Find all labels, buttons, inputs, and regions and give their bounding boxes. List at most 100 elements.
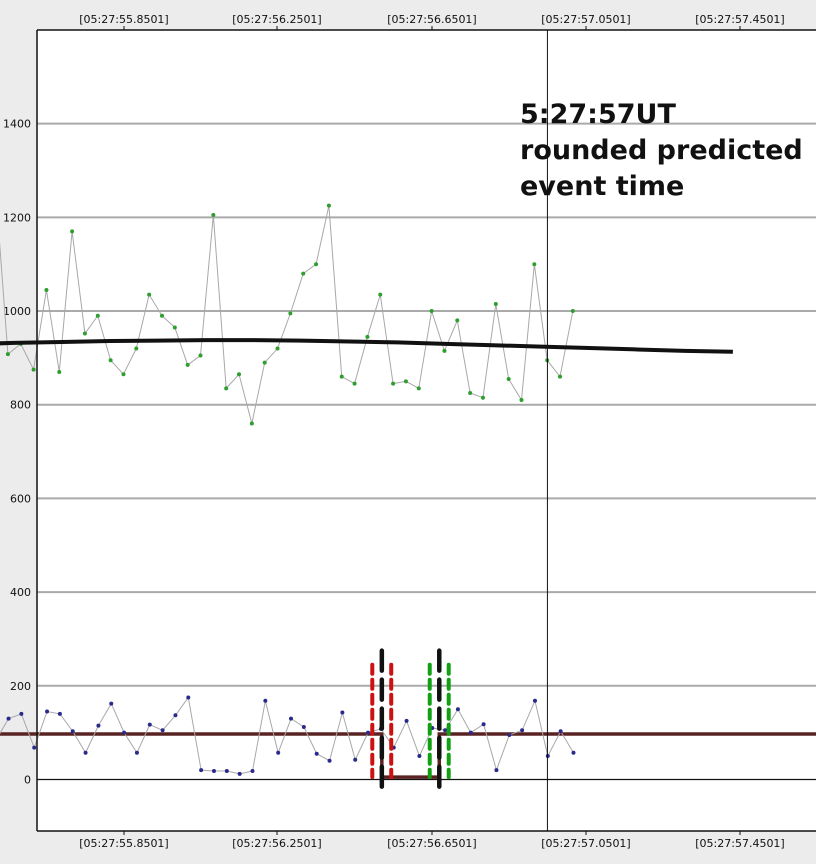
x-tick-label-top: [05:27:57.0501] [541, 13, 630, 26]
comparison-point [5, 352, 10, 357]
comparison-point [480, 395, 485, 400]
target-point [558, 729, 563, 734]
x-tick-label-top: [05:27:55.8501] [79, 13, 168, 26]
y-tick-label: 1200 [3, 211, 31, 224]
comparison-point [506, 376, 511, 381]
y-tick-label: 1400 [3, 118, 31, 131]
comparison-point [249, 421, 254, 426]
target-point [160, 728, 165, 733]
comparison-point [172, 325, 177, 330]
annotation-line: rounded predicted [520, 135, 803, 166]
target-point [83, 750, 88, 755]
target-point [122, 730, 127, 735]
comparison-point [159, 313, 164, 318]
comparison-point [198, 353, 203, 358]
comparison-point [262, 360, 267, 365]
x-tick-label-top: [05:27:57.4501] [695, 13, 784, 26]
plot-area [37, 30, 816, 831]
comparison-point [147, 292, 152, 297]
target-point [57, 711, 62, 716]
target-point [263, 698, 268, 703]
comparison-point [442, 348, 447, 353]
series-layer [0, 203, 816, 779]
target-point [404, 718, 409, 723]
annotation-line: event time [520, 171, 684, 202]
comparison-point [82, 331, 87, 336]
comparison-point [468, 391, 473, 396]
target-point [327, 758, 332, 763]
comparison-point [108, 358, 113, 363]
target-point [340, 710, 345, 715]
comparison-point [378, 292, 383, 297]
y-tick-label: 400 [10, 586, 31, 599]
comparison-point [121, 372, 126, 377]
y-tick-label: 200 [10, 680, 31, 693]
target-point [289, 716, 294, 721]
comparison-point [339, 374, 344, 379]
y-tick-label: 1000 [3, 305, 31, 318]
target-point [366, 730, 371, 735]
target-point [186, 695, 191, 700]
comparison-point [570, 309, 575, 314]
target-point [507, 732, 512, 737]
target-point [353, 757, 358, 762]
comparison-point [326, 203, 331, 208]
y-tick-labels: 0 200 400 600 800 1000 1200 1400 [3, 118, 31, 787]
comparison-point [493, 302, 498, 307]
comparison-point [429, 309, 434, 314]
comparison-point [365, 334, 370, 339]
comparison-point [391, 381, 396, 386]
comparison-point [70, 229, 75, 234]
target-point [532, 698, 537, 703]
comparison-point [314, 262, 319, 267]
annotation-line: 5:27:57UT [520, 99, 676, 130]
target-point [199, 768, 204, 773]
target-point [417, 754, 422, 759]
target-point [314, 751, 319, 756]
y-tick-label: 600 [10, 492, 31, 505]
target-point [147, 722, 152, 727]
y-tick-label: 0 [24, 773, 31, 786]
comparison-point [224, 386, 229, 391]
target-point [520, 728, 525, 733]
comparison-point [211, 213, 216, 218]
annotation: 5:27:57UT rounded predicted event time [520, 99, 803, 202]
target-point [109, 701, 114, 706]
target-point [276, 750, 281, 755]
y-tick-label: 800 [10, 399, 31, 412]
comparison-point [455, 318, 460, 323]
target-point [6, 716, 11, 721]
comparison-point [403, 379, 408, 384]
comparison-point [532, 262, 537, 267]
comparison-point [57, 369, 62, 374]
target-point [481, 722, 486, 727]
event-markers [370, 648, 451, 794]
comparison-point [352, 381, 357, 386]
x-tick-label-bottom: [05:27:57.0501] [541, 837, 630, 850]
x-tick-label-bottom: [05:27:55.8501] [79, 837, 168, 850]
target-point [468, 730, 473, 735]
target-point [96, 723, 101, 728]
fit-curve [0, 338, 733, 354]
grid-lines [37, 122, 816, 781]
target-point [173, 713, 178, 718]
target-point [237, 771, 242, 776]
target-point [301, 725, 306, 730]
x-tick-label-top: [05:27:56.2501] [232, 13, 321, 26]
x-tick-label-bottom: [05:27:56.2501] [232, 837, 321, 850]
target-point [45, 709, 50, 714]
x-tick-label-bottom: [05:27:56.6501] [387, 837, 476, 850]
target-point [250, 769, 255, 774]
comparison-point [558, 374, 563, 379]
comparison-point [185, 362, 190, 367]
target-point [494, 768, 499, 773]
target-point [571, 750, 576, 755]
target-point [224, 769, 229, 774]
target-point [211, 769, 216, 774]
comparison-series-line [0, 205, 574, 424]
comparison-point [275, 346, 280, 351]
target-point [443, 728, 448, 733]
x-tick-label-bottom: [05:27:57.4501] [695, 837, 784, 850]
comparison-point [237, 372, 242, 377]
